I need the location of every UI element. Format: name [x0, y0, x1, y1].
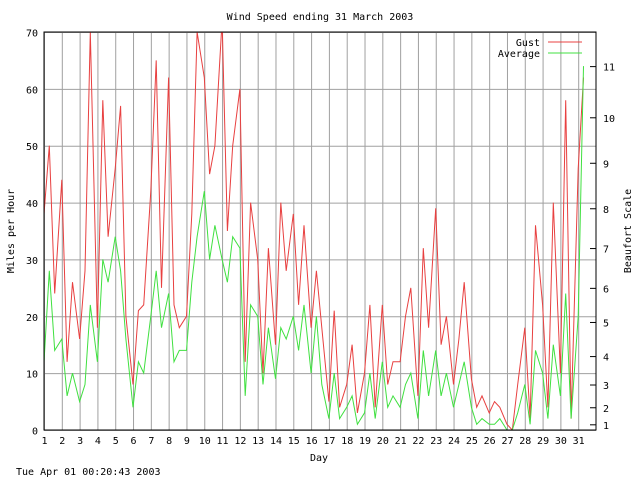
beaufort-tick-label: 9: [603, 159, 609, 170]
y-tick-label: 20: [26, 313, 38, 324]
y-tick-label: 10: [26, 370, 38, 381]
beaufort-tick-label: 6: [603, 284, 609, 295]
beaufort-tick-label: 1: [603, 421, 609, 432]
x-tick-label: 30: [555, 436, 567, 447]
x-tick-label: 27: [501, 436, 513, 447]
x-tick-label: 10: [199, 436, 211, 447]
y-axis-label: Miles per Hour: [6, 189, 17, 273]
x-axis-label: Day: [310, 453, 328, 464]
x-tick-label: 22: [412, 436, 424, 447]
x-tick-label: 20: [377, 436, 389, 447]
y-tick-label: 30: [26, 256, 38, 267]
x-tick-label: 31: [573, 436, 585, 447]
x-tick-label: 8: [166, 436, 172, 447]
beaufort-tick-labels: 1 2 3 4 5 6 7 8 9 10 11: [590, 63, 615, 432]
beaufort-tick-label: 11: [603, 63, 615, 74]
x-tick-label: 26: [484, 436, 496, 447]
x-tick-label: 11: [217, 436, 229, 447]
x-tick-label: 25: [466, 436, 478, 447]
x-tick-labels: 1 2 3 4 5 6 7 8 9 10 11 12 13 14 15 16 17 18 19 20 21 22 23 24 2…: [41, 436, 584, 447]
x-tick-label: 16: [306, 436, 318, 447]
beaufort-tick-label: 3: [603, 381, 609, 392]
x-tick-label: 18: [341, 436, 353, 447]
x-tick-label: 2: [59, 436, 65, 447]
x-tick-label: 9: [184, 436, 190, 447]
y2-axis-label: Beaufort Scale: [623, 189, 634, 273]
x-tick-label: 3: [77, 436, 83, 447]
x-tick-label: 24: [448, 436, 460, 447]
x-tick-label: 21: [395, 436, 407, 447]
x-tick-label: 6: [131, 436, 137, 447]
x-tick-label: 14: [270, 436, 282, 447]
x-tick-label: 23: [430, 436, 442, 447]
x-tick-label: 12: [234, 436, 246, 447]
legend-average-label: Average: [498, 49, 540, 60]
beaufort-tick-label: 2: [603, 404, 609, 415]
x-tick-label: 28: [519, 436, 531, 447]
x-tick-label: 4: [95, 436, 101, 447]
gust-line: [44, 32, 584, 430]
plot-frame: [43, 31, 597, 431]
legend: Gust Average: [498, 38, 582, 60]
grid: [44, 32, 596, 431]
y-tick-label: 60: [26, 85, 38, 96]
y-tick-labels: 0 10 20 30 40 50 60 70: [26, 29, 38, 438]
legend-gust-label: Gust: [516, 38, 540, 49]
beaufort-tick-label: 7: [603, 245, 609, 256]
x-tick-label: 13: [252, 436, 264, 447]
beaufort-tick-label: 10: [603, 114, 615, 125]
x-tick-label: 19: [359, 436, 371, 447]
average-series: [44, 66, 584, 430]
chart-title: Wind Speed ending 31 March 2003: [227, 12, 414, 23]
y-tick-label: 0: [32, 427, 38, 438]
x-tick-label: 7: [148, 436, 154, 447]
x-tick-label: 5: [113, 436, 119, 447]
x-tick-label: 17: [323, 436, 335, 447]
beaufort-tick-label: 5: [603, 318, 609, 329]
x-tick-label: 1: [41, 436, 47, 447]
footer-timestamp: Tue Apr 01 00:20:43 2003: [16, 467, 161, 478]
x-tick-label: 29: [537, 436, 549, 447]
y-tick-label: 50: [26, 142, 38, 153]
beaufort-tick-label: 4: [603, 353, 609, 364]
y-tick-label: 70: [26, 29, 38, 40]
y-tick-label: 40: [26, 199, 38, 210]
beaufort-tick-label: 8: [603, 205, 609, 216]
average-line: [44, 66, 584, 430]
x-tick-label: 15: [288, 436, 300, 447]
gust-series: [44, 32, 584, 430]
